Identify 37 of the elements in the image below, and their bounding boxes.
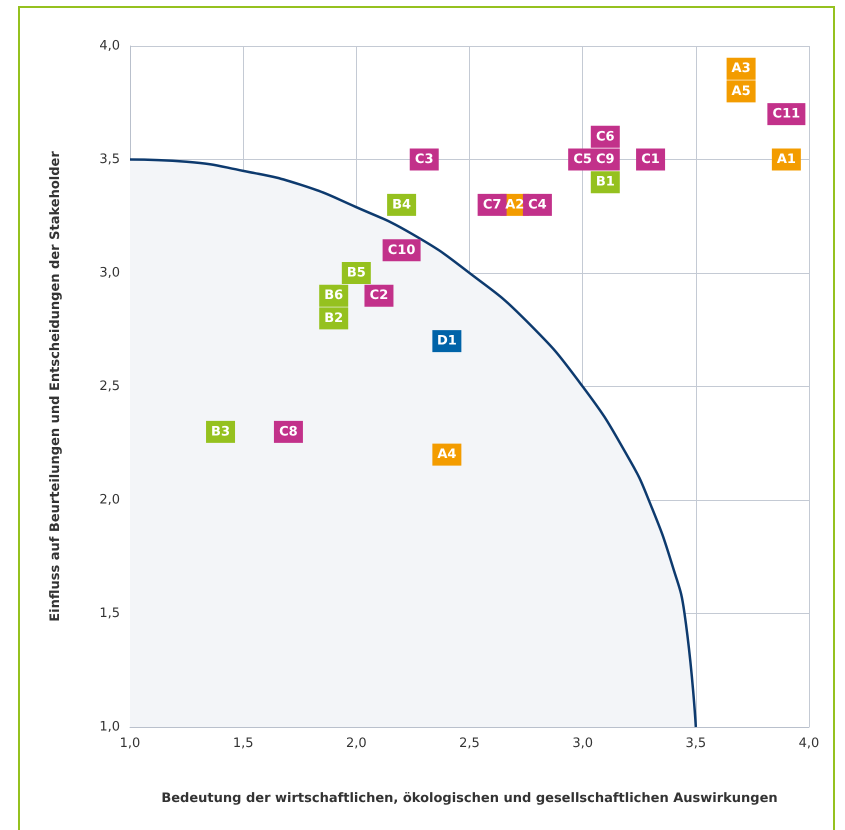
data-label: C1 (641, 152, 660, 167)
data-label: C9 (596, 152, 615, 167)
data-label: B2 (324, 310, 344, 326)
data-label: B6 (324, 288, 344, 304)
data-label: A2 (505, 197, 524, 212)
data-label: D1 (436, 334, 457, 349)
data-label: C4 (528, 197, 547, 212)
y-tick-label: 3,5 (99, 152, 120, 167)
data-label: C8 (279, 424, 298, 440)
data-label: C6 (596, 129, 615, 144)
x-axis-title: Bedeutung der wirtschaftlichen, ökologischen und gesellschaftlichen Auswirkungen (161, 791, 778, 806)
data-label: A4 (437, 447, 456, 462)
data-label: C5 (573, 152, 592, 167)
x-tick-label: 3,5 (685, 736, 706, 751)
y-tick-label: 1,5 (99, 606, 120, 621)
x-tick-label: 1,0 (120, 736, 140, 751)
y-axis-title: Einfluss auf Beurteilungen und Entscheidungen der Stakeholder (48, 150, 63, 622)
data-label: A1 (776, 152, 796, 167)
y-tick-label: 2,0 (99, 492, 120, 508)
data-label: B3 (211, 424, 230, 440)
data-label: B4 (392, 197, 412, 212)
data-label: C7 (482, 197, 502, 212)
data-label: B5 (346, 266, 366, 280)
data-label: C3 (414, 152, 434, 167)
y-tick-label: 3,0 (99, 266, 120, 280)
data-label: B1 (596, 174, 615, 190)
data-label: A3 (732, 61, 751, 76)
y-tick-label: 1,0 (99, 720, 120, 734)
x-tick-label: 4,0 (798, 736, 820, 751)
y-tick-label: 2,5 (99, 379, 120, 394)
data-label: C2 (370, 288, 388, 304)
x-tick-label: 3,0 (572, 736, 594, 751)
y-tick-label: 4,0 (99, 38, 120, 54)
data-label: A5 (732, 84, 751, 99)
x-tick-label: 2,5 (459, 736, 480, 751)
x-tick-label: 2,0 (346, 736, 367, 751)
x-tick-label: 1,5 (232, 736, 254, 751)
